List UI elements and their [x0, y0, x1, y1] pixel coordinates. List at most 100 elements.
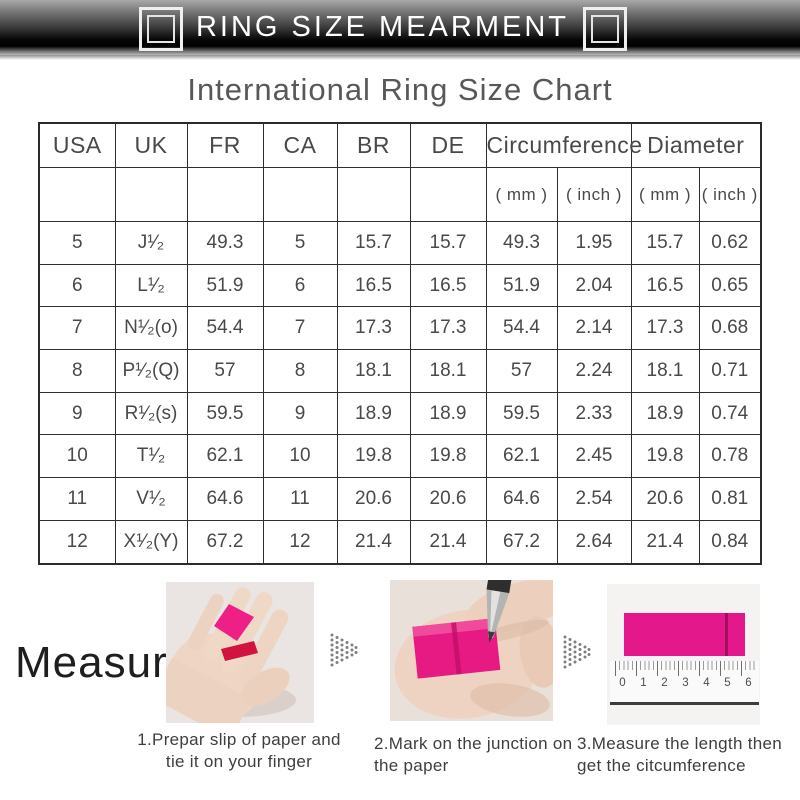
ruler-number: 5	[724, 677, 731, 689]
table-cell: 11	[262, 477, 338, 521]
step1-caption: 1.Prepar slip of paper and tie it on you…	[137, 730, 341, 772]
table-cell: 0.84	[698, 519, 762, 565]
table-cell: 0.81	[698, 477, 762, 521]
table-cell: 18.1	[409, 349, 487, 393]
table-cell: 17.3	[409, 306, 487, 351]
table-cell: 51.9	[485, 263, 558, 308]
table-cell: 67.2	[186, 519, 264, 565]
table-cell: T¹⁄₂	[114, 434, 188, 479]
pen	[486, 580, 512, 643]
table-cell: 21.4	[630, 519, 700, 565]
table-cell: 11	[38, 477, 116, 521]
table-cell: 62.1	[485, 434, 558, 479]
ruler-number: 1	[640, 677, 647, 689]
table-cell: P¹⁄₂(Q)	[114, 349, 188, 393]
size-table: USA UK FR CA BR DE Circumference Diamete…	[38, 122, 763, 565]
table-cell: 9	[262, 391, 338, 436]
table-subheader-row: ( mm ) ( inch ) ( mm ) ( inch )	[38, 167, 762, 222]
table-cell: 18.9	[336, 391, 411, 436]
table-cell: 2.54	[556, 477, 632, 521]
table-cell: R¹⁄₂(s)	[114, 391, 188, 436]
table-cell: 6	[38, 263, 116, 308]
table-cell: 57	[485, 349, 558, 393]
ruler-ticks	[615, 661, 757, 676]
table-cell: 18.9	[409, 391, 487, 436]
table-cell: 8	[262, 349, 338, 393]
table-cell: 20.6	[409, 477, 487, 521]
ruler-number: 6	[745, 677, 752, 689]
step2-mark-photo	[390, 580, 553, 721]
dotted-arrow-icon	[563, 635, 591, 669]
empty-header-cell	[262, 167, 338, 222]
table-cell: 49.3	[186, 221, 264, 265]
table-cell: 21.4	[336, 519, 411, 565]
table-cell: 57	[186, 349, 264, 393]
pink-paper	[412, 618, 501, 679]
header-br: BR	[336, 122, 411, 168]
table-cell: 0.74	[698, 391, 762, 436]
table-row: 10 T¹⁄₂ 62.1 10 19.8 19.8 62.1 2.45 19.8 0.78	[38, 434, 762, 479]
header-usa: USA	[38, 122, 116, 168]
step1-hand-photo	[166, 582, 314, 723]
table-cell: 5	[38, 221, 116, 265]
ruler-number: 3	[682, 677, 689, 689]
table-cell: 59.5	[485, 391, 558, 436]
table-cell: 20.6	[336, 477, 411, 521]
table-cell: 64.6	[485, 477, 558, 521]
dotted-arrow-icon	[330, 633, 358, 667]
header-ca: CA	[262, 122, 338, 168]
red-paper-band	[221, 641, 258, 661]
table-cell: 49.3	[485, 221, 558, 265]
table-cell: 17.3	[336, 306, 411, 351]
empty-header-cell	[336, 167, 411, 222]
pink-paper	[214, 604, 254, 641]
table-cell: 2.45	[556, 434, 632, 479]
ruler-number: 0	[619, 677, 626, 689]
table-cell: 6	[262, 263, 338, 308]
banner-shadow	[0, 55, 800, 60]
table-cell: 5	[262, 221, 338, 265]
table-cell: 12	[262, 519, 338, 565]
junction-mark	[725, 613, 728, 656]
table-row: 8 P¹⁄₂(Q) 57 8 18.1 18.1 57 2.24 18.1 0.71	[38, 349, 762, 393]
table-cell: 19.8	[336, 434, 411, 479]
ruler: 0 1 2 3 4 5 6	[610, 661, 759, 705]
table-cell: 9	[38, 391, 116, 436]
table-row: 7 N¹⁄₂(o) 54.4 7 17.3 17.3 54.4 2.14 17.3 0.68	[38, 306, 762, 351]
empty-header-cell	[114, 167, 188, 222]
table-cell: N¹⁄₂(o)	[114, 306, 188, 351]
table-row: 6 L¹⁄₂ 51.9 6 16.5 16.5 51.9 2.04 16.5 0.65	[38, 263, 762, 308]
subheader-circumference-mm: ( mm )	[485, 167, 558, 222]
header-fr: FR	[186, 122, 264, 168]
table-cell: 18.1	[336, 349, 411, 393]
header-diameter: Diameter	[630, 122, 762, 168]
table-cell: 59.5	[186, 391, 264, 436]
table-row: 5 J¹⁄₂ 49.3 5 15.7 15.7 49.3 1.95 15.7 0.62	[38, 221, 762, 265]
table-cell: 21.4	[409, 519, 487, 565]
ruler-number: 4	[703, 677, 710, 689]
table-cell: 0.62	[698, 221, 762, 265]
table-cell: 20.6	[630, 477, 700, 521]
table-cell: 7	[38, 306, 116, 351]
table-cell: L¹⁄₂	[114, 263, 188, 308]
empty-header-cell	[186, 167, 264, 222]
subheader-diameter-inch: ( inch )	[698, 167, 762, 222]
table-cell: X¹⁄₂(Y)	[114, 519, 188, 565]
table-cell: 18.9	[630, 391, 700, 436]
table-cell: 19.8	[409, 434, 487, 479]
step3-ruler-photo: 0 1 2 3 4 5 6	[607, 584, 760, 725]
table-cell: 16.5	[409, 263, 487, 308]
table-row: 9 R¹⁄₂(s) 59.5 9 18.9 18.9 59.5 2.33 18.9 0.74	[38, 391, 762, 436]
step3-caption: 3.Measure the length then get the citcum…	[577, 734, 783, 776]
subheader-circumference-inch: ( inch )	[556, 167, 632, 222]
table-cell: 16.5	[630, 263, 700, 308]
title-banner: RING SIZE MEARMENT	[0, 0, 800, 55]
table-cell: 0.71	[698, 349, 762, 393]
table-cell: 51.9	[186, 263, 264, 308]
header-circumference: Circumference	[485, 122, 642, 168]
table-row: 11 V¹⁄₂ 64.6 11 20.6 20.6 64.6 2.54 20.6 0.81	[38, 477, 762, 521]
table-cell: V¹⁄₂	[114, 477, 188, 521]
table-cell: 2.33	[556, 391, 632, 436]
empty-header-cell	[38, 167, 116, 222]
banner-title: RING SIZE MEARMENT	[195, 11, 569, 43]
